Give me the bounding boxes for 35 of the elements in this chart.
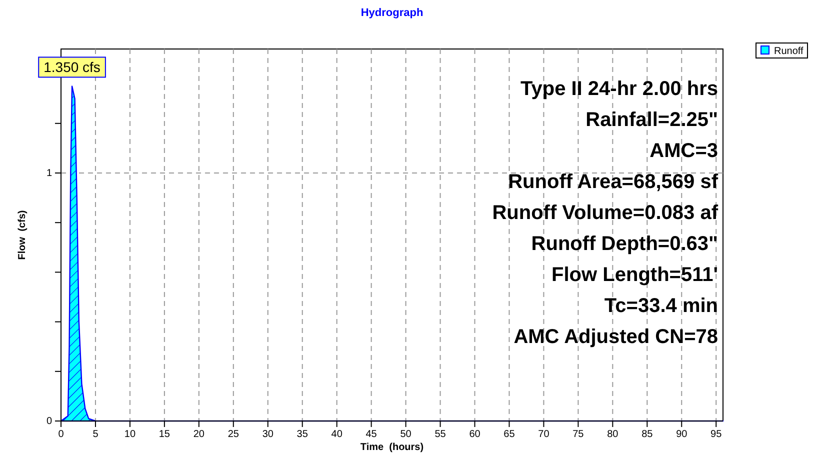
legend-label: Runoff <box>774 46 804 57</box>
x-tick-label: 65 <box>504 429 516 440</box>
x-tick-label: 95 <box>710 429 722 440</box>
x-tick-label: 15 <box>158 429 170 440</box>
x-tick-label: 10 <box>124 429 136 440</box>
x-tick-label: 70 <box>538 429 550 440</box>
annotation: Type II 24-hr 2.00 hrs <box>520 78 718 100</box>
x-tick-label: 30 <box>262 429 274 440</box>
x-tick-label: 40 <box>331 429 343 440</box>
x-tick-label: 90 <box>676 429 688 440</box>
annotation: Runoff Volume=0.083 af <box>492 202 718 224</box>
annotation: AMC=3 <box>650 140 718 162</box>
y-axis-title: Flow (cfs) <box>17 210 28 260</box>
x-tick-label: 60 <box>469 429 481 440</box>
annotation: Runoff Area=68,569 sf <box>508 171 718 193</box>
annotation: Tc=33.4 min <box>604 295 718 317</box>
x-tick-label: 50 <box>400 429 412 440</box>
x-tick-label: 45 <box>366 429 378 440</box>
x-tick-label: 20 <box>193 429 205 440</box>
x-tick-label: 0 <box>58 429 64 440</box>
x-tick-label: 75 <box>572 429 584 440</box>
annotation: Rainfall=2.25" <box>586 109 718 131</box>
x-tick-label: 5 <box>92 429 99 440</box>
annotation: Flow Length=511' <box>552 264 718 286</box>
x-tick-label: 85 <box>642 429 654 440</box>
x-tick-label: 80 <box>607 429 619 440</box>
x-tick-label: 35 <box>296 429 308 440</box>
annotation: AMC Adjusted CN=78 <box>514 326 718 348</box>
annotation: 1.350 cfs <box>44 59 100 76</box>
x-axis-title: Time (hours) <box>360 442 424 453</box>
annotation: Runoff Depth=0.63" <box>531 233 718 255</box>
x-tick-label: 25 <box>228 429 240 440</box>
x-tick-label: 55 <box>434 429 446 440</box>
chart-title: Hydrograph <box>360 7 424 19</box>
y-tick-label: 1 <box>46 168 52 180</box>
